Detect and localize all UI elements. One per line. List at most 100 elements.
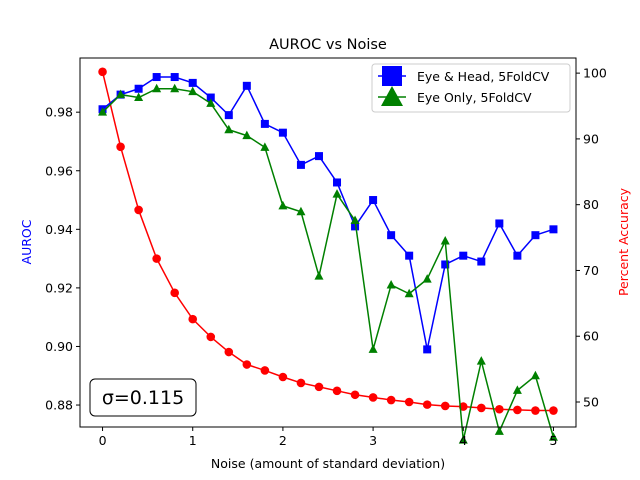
data-point-circle	[224, 347, 234, 357]
data-point-square	[405, 251, 414, 260]
data-point-circle	[98, 67, 107, 77]
data-point-circle	[242, 360, 252, 369]
data-point-circle	[495, 404, 504, 414]
data-point-circle	[332, 386, 342, 396]
data-point-circle	[368, 393, 378, 402]
y-axis-right-label: Percent Accuracy	[616, 187, 631, 296]
data-point-triangle	[404, 288, 414, 298]
data-point-triangle	[530, 370, 540, 380]
data-point-square	[134, 84, 143, 93]
series-line	[102, 88, 555, 441]
legend-box	[371, 63, 571, 113]
data-point-triangle	[206, 98, 216, 107]
y-axis-left-label: AUROC	[19, 219, 34, 264]
annotation-text: σ=0.115	[102, 387, 184, 409]
chart-title: AUROC vs Noise	[269, 37, 387, 53]
series-1	[98, 83, 558, 444]
data-point-triangle	[278, 200, 288, 210]
y-right-tick-label: 60	[583, 329, 599, 344]
data-point-circle	[170, 288, 179, 298]
x-axis: 0 1 2 3 4 5	[99, 427, 557, 448]
legend-label-eye-only: Eye Only, 5FoldCV	[417, 90, 532, 105]
data-point-square	[441, 260, 450, 269]
data-point-square	[206, 93, 215, 102]
data-point-square	[333, 178, 342, 187]
data-point-triangle	[296, 206, 306, 216]
data-point-circle	[404, 397, 414, 407]
x-tick-label: 2	[279, 433, 287, 448]
data-point-triangle	[476, 356, 486, 365]
data-point-circle	[116, 142, 125, 152]
data-point-square	[188, 78, 197, 87]
data-point-circle	[296, 378, 306, 388]
data-point-square	[314, 152, 323, 161]
data-point-circle	[314, 382, 324, 392]
data-point-square	[423, 345, 432, 354]
data-point-square	[369, 196, 378, 205]
legend: Eye & Head, 5FoldCV Eye Only, 5FoldCV	[371, 63, 571, 113]
data-point-square	[278, 128, 287, 137]
data-point-triangle	[188, 86, 198, 96]
sigma-annotation: σ=0.115	[89, 378, 197, 417]
data-point-circle	[188, 314, 198, 324]
y-right-tick-label: 90	[583, 131, 599, 146]
data-point-triangle	[332, 189, 342, 198]
legend-marker-triangle	[381, 86, 403, 106]
data-point-square	[170, 73, 179, 82]
data-point-square	[351, 222, 360, 231]
data-point-triangle	[458, 435, 468, 444]
data-point-circle	[440, 401, 450, 411]
data-point-circle	[152, 254, 161, 263]
x-tick-label: 3	[369, 433, 377, 448]
data-point-triangle	[422, 274, 432, 283]
x-axis-label: Noise (amount of standard deviation)	[211, 456, 445, 471]
plot-area	[98, 67, 558, 444]
y-right-tick-label: 70	[583, 263, 599, 278]
data-point-triangle	[260, 142, 270, 151]
data-point-square	[260, 119, 269, 128]
data-point-square	[477, 257, 486, 266]
data-point-triangle	[314, 271, 324, 280]
legend-marker-square	[382, 66, 402, 86]
y-right-tick-label: 50	[583, 395, 599, 410]
data-point-circle	[278, 372, 288, 382]
y-left-tick-label: 0.98	[45, 105, 73, 120]
series-0	[98, 73, 558, 354]
y-right-tick-label: 80	[583, 197, 599, 212]
data-point-triangle	[224, 124, 234, 134]
data-point-square	[387, 231, 396, 240]
data-point-triangle	[350, 215, 360, 225]
data-point-triangle	[242, 130, 252, 140]
data-point-triangle	[98, 107, 108, 116]
data-point-circle	[206, 332, 216, 342]
data-point-triangle	[512, 385, 522, 394]
data-point-circle	[350, 390, 360, 400]
data-point-square	[242, 81, 251, 90]
data-point-square	[296, 160, 305, 169]
data-point-triangle	[548, 432, 558, 441]
data-point-circle	[422, 400, 432, 409]
data-point-circle	[386, 395, 396, 405]
data-point-circle	[134, 205, 143, 215]
x-tick-label: 4	[459, 433, 467, 448]
data-point-square	[549, 225, 558, 234]
data-point-circle	[260, 366, 270, 375]
y-left-tick-label: 0.96	[45, 163, 73, 178]
legend-label-eye-head: Eye & Head, 5FoldCV	[417, 69, 550, 84]
y-right-tick-label: 100	[583, 66, 607, 81]
data-point-circle	[531, 406, 540, 415]
data-point-square	[224, 111, 233, 120]
data-point-square	[513, 251, 522, 260]
plot-frame	[79, 57, 577, 428]
data-point-square	[152, 73, 161, 82]
y-left-tick-label: 0.94	[45, 222, 73, 237]
y-axis-right: 50 60 70 80 90 100	[576, 66, 607, 410]
data-point-square	[531, 231, 540, 240]
x-tick-label: 5	[549, 433, 557, 448]
annotation-box	[89, 378, 197, 417]
x-tick-label: 0	[99, 433, 107, 448]
data-point-triangle	[386, 279, 396, 289]
data-point-square	[459, 251, 468, 260]
data-point-triangle	[134, 92, 144, 102]
y-left-tick-label: 0.88	[45, 398, 73, 413]
